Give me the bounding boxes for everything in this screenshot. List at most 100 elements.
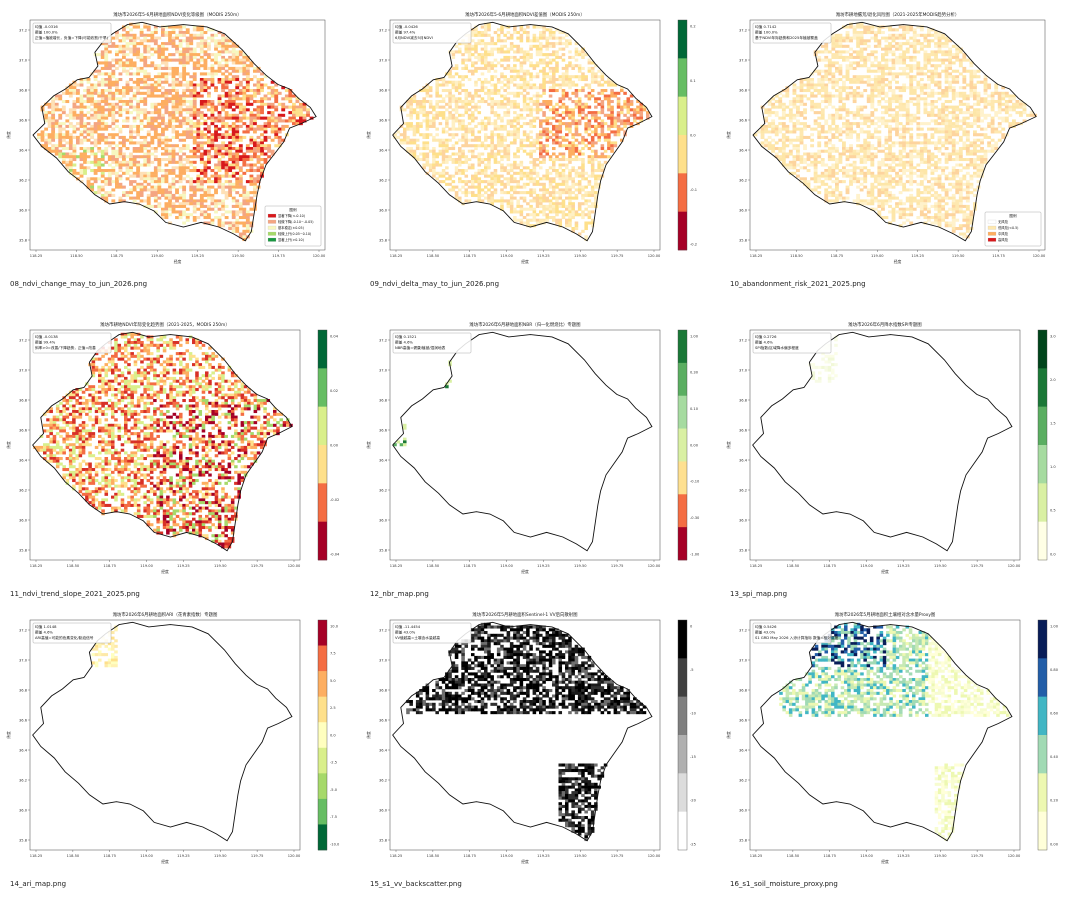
- colorbar-segment: [318, 406, 327, 446]
- x-tick-label: 118.50: [790, 254, 803, 258]
- x-tick-label: 119.00: [860, 854, 873, 858]
- colorbar-segment: [318, 696, 327, 723]
- city-boundary: [752, 21, 1037, 242]
- map-tile[interactable]: 潍坊市2026年6月耕地面积ARI（花青素指数）专题图 118.25 118.50 1…: [0, 608, 340, 898]
- plot-frame: [389, 19, 661, 251]
- colorbar-tick-label: -2.5: [330, 761, 337, 765]
- x-axis-label: 经度: [174, 259, 182, 264]
- legend-swatch: [267, 213, 277, 218]
- stats-box: [752, 22, 832, 44]
- y-tick-label: 36.4: [739, 458, 748, 462]
- stats-line: 覆盖 100.0%: [35, 30, 58, 35]
- x-tick-label: 118.50: [787, 854, 800, 858]
- colorbar-segment: [1038, 658, 1047, 697]
- figure-background: [720, 608, 1060, 878]
- stats-box: [392, 22, 472, 44]
- colorbar-segment: [318, 645, 327, 672]
- map-tile[interactable]: 潍坊市2026年5月耕地面积Sentinel-1 VV后向散射图 118.25 11…: [360, 608, 700, 898]
- colorbar-segment: [678, 658, 687, 697]
- map-tile[interactable]: 潍坊市2026年5月耕地面积土壤相对含水量Proxy图 118.25 118.50 1…: [720, 608, 1060, 898]
- colorbar-segment: [318, 671, 327, 697]
- colorbar-segment: [1038, 620, 1047, 659]
- plot-frame: [749, 19, 1046, 251]
- colorbar-segment: [678, 527, 687, 561]
- colorbar-segment: [1038, 445, 1047, 484]
- legend-title: 图例: [1009, 213, 1017, 218]
- y-tick-label: 36.6: [379, 718, 388, 722]
- colorbar-segment: [678, 395, 687, 429]
- legend-label: 轻微下降(-0.10~-0.05): [278, 219, 314, 224]
- city-boundary: [32, 621, 293, 842]
- y-tick-label: 37.2: [379, 28, 387, 32]
- file-name: 10_abandonment_risk_2021_2025.png: [730, 280, 866, 288]
- x-tick-label: 120.00: [1033, 254, 1046, 258]
- city-boundary: [752, 331, 1013, 552]
- colorbar-tick-label: 0.5: [1050, 509, 1056, 513]
- colorbar-tick-label: 0.60: [1050, 712, 1059, 716]
- map-tile[interactable]: 潍坊市2026年5-6月耕地面积NDVI变化等级图（MODIS 250m） 118…: [0, 8, 340, 298]
- colorbar-tick-label: 0.00: [330, 443, 339, 447]
- colorbar-tick-label: 1.00: [1050, 624, 1059, 628]
- y-tick-label: 35.8: [19, 238, 28, 242]
- stats-line: 基于NDVI年际趋势和2025年植被覆盖: [755, 35, 818, 40]
- y-axis-label: 纬度: [6, 731, 11, 739]
- map-tile[interactable]: 潍坊市2026年6月降水指数SPI专题图 118.25 118.50 118.75 11…: [720, 318, 1060, 608]
- stats-box: [392, 622, 472, 644]
- colorbar-segment: [1038, 483, 1047, 522]
- map-title: 潍坊市耕地撂荒/退化风险图（2021-2025年MODIS趋势分析）: [836, 11, 960, 18]
- city-boundary: [392, 331, 653, 552]
- x-tick-label: 120.00: [648, 254, 661, 258]
- stats-line: 均值 -0.0138: [35, 334, 58, 339]
- map-raster: [37, 22, 314, 242]
- map-raster: [779, 622, 1010, 842]
- map-svg: 潍坊市2026年6月耕地面积NBR（归一化燃烧比）专题图 118.25 118.50…: [360, 318, 700, 588]
- y-tick-label: 36.8: [739, 88, 748, 92]
- stats-line: 覆盖 43.0%: [395, 630, 416, 635]
- colorbar-tick-label: 1.00: [690, 334, 699, 338]
- x-tick-label: 119.50: [934, 854, 947, 858]
- y-tick-label: 35.8: [19, 548, 28, 552]
- colorbar-tick-label: 0.80: [1050, 668, 1059, 672]
- x-tick-label: 118.75: [111, 254, 124, 258]
- colorbar-frame: [1037, 619, 1048, 851]
- y-tick-label: 36.2: [739, 178, 747, 182]
- map-tile[interactable]: 潍坊市耕地NDVI年际变化趋势图（2021-2025，MODIS 250m） 11…: [0, 318, 340, 608]
- file-name: 11_ndvi_trend_slope_2021_2025.png: [10, 590, 140, 598]
- map-figure: 潍坊市2026年5月耕地面积Sentinel-1 VV后向散射图 118.25 11…: [360, 608, 700, 878]
- map-tile[interactable]: 潍坊市2026年6月耕地面积NBR（归一化燃烧比）专题图 118.25 118.50…: [360, 318, 700, 608]
- y-tick-label: 35.8: [19, 838, 28, 842]
- y-tick-label: 36.0: [739, 518, 748, 522]
- legend-swatch: [987, 237, 997, 242]
- y-tick-label: 36.6: [19, 118, 28, 122]
- city-boundary: [32, 21, 317, 242]
- x-tick-label: 119.50: [232, 254, 245, 258]
- stats-line: 覆盖 4.6%: [755, 340, 773, 345]
- colorbar-tick-label: 1.0: [1050, 465, 1056, 469]
- colorbar-segment: [678, 173, 687, 212]
- x-tick-label: 119.50: [214, 564, 227, 568]
- x-tick-label: 119.50: [214, 854, 227, 858]
- x-tick-label: 119.75: [251, 854, 264, 858]
- map-tile[interactable]: 潍坊市耕地撂荒/退化风险图（2021-2025年MODIS趋势分析） 118.25…: [720, 8, 1060, 298]
- y-tick-label: 37.2: [739, 28, 747, 32]
- colorbar-tick-label: -0.30: [690, 516, 700, 520]
- legend-box: [984, 211, 1042, 247]
- colorbar-tick-label: -0.2: [690, 242, 697, 246]
- colorbar-segment: [678, 135, 687, 174]
- y-axis-label: 纬度: [366, 731, 371, 739]
- y-tick-label: 37.0: [379, 58, 388, 62]
- y-tick-label: 37.0: [379, 368, 388, 372]
- x-tick-label: 118.75: [103, 564, 116, 568]
- stats-line: 覆盖 4.6%: [395, 340, 413, 345]
- map-title: 潍坊市2026年5月耕地面积土壤相对含水量Proxy图: [835, 611, 936, 618]
- map-tile[interactable]: 潍坊市2026年5-6月耕地面积NDVI差值图（MODIS 250m） 118.2…: [360, 8, 700, 298]
- colorbar-tick-label: 7.5: [330, 652, 336, 656]
- colorbar-tick-label: -10: [690, 712, 697, 716]
- map-svg: 潍坊市2026年5月耕地面积Sentinel-1 VV后向散射图 118.25 11…: [360, 608, 700, 878]
- x-tick-label: 118.25: [30, 564, 43, 568]
- x-tick-label: 118.25: [750, 254, 763, 258]
- x-tick-label: 120.00: [1008, 564, 1021, 568]
- map-figure: 潍坊市2026年5-6月耕地面积NDVI差值图（MODIS 250m） 118.2…: [360, 8, 700, 278]
- map-raster: [33, 332, 293, 549]
- map-figure: 潍坊市2026年5月耕地面积土壤相对含水量Proxy图 118.25 118.50 1…: [720, 608, 1060, 878]
